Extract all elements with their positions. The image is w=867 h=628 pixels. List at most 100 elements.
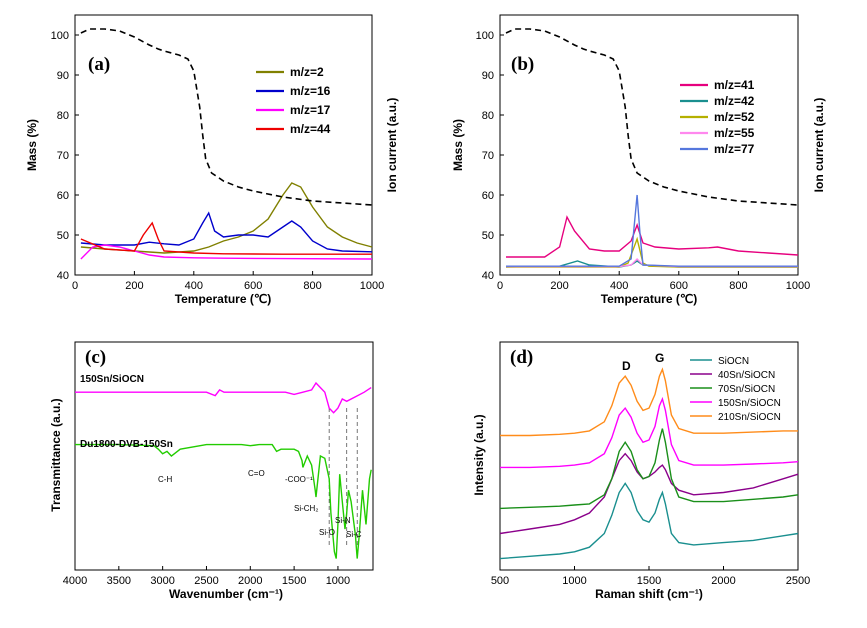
x-tick-label: 800 [303, 280, 321, 292]
annotation-si-ch2: Si-CH₂ [294, 504, 318, 513]
panel-a-legend: m/z=2 m/z=16 m/z=17 m/z=44 [256, 65, 331, 136]
panel-a-ylabel2: Ion current (a.u.) [385, 98, 399, 193]
x-tick-label: 2500 [786, 575, 810, 587]
panel-c-frame [74, 341, 374, 571]
panel-c-ylabel: Transmittance (a.u.) [49, 398, 63, 511]
x-tick-label: 1000 [360, 280, 384, 292]
annotation-si-n: Si-N [335, 516, 351, 525]
y-tick-label: 80 [482, 110, 494, 122]
x-tick-label: 1000 [562, 575, 586, 587]
legend-label: 210Sn/SiOCN [718, 412, 781, 423]
series-line [80, 221, 372, 255]
legend-label: m/z=52 [714, 110, 755, 124]
legend-label: m/z=44 [290, 122, 331, 136]
legend-label: m/z=55 [714, 126, 755, 140]
y-tick-label: 60 [482, 190, 494, 202]
legend-label: m/z=16 [290, 84, 331, 98]
panel-a: 0 200 400 600 800 1000 40 50 60 70 80 90 100 (a) Tem… [25, 14, 399, 306]
x-tick-label: 0 [72, 280, 78, 292]
y-tick-label: 100 [476, 30, 494, 42]
legend-label: 40Sn/SiOCN [718, 370, 775, 381]
y-tick-label: 60 [57, 190, 69, 202]
x-tick-label: 3000 [150, 575, 174, 587]
annotation-c-h: C-H [158, 475, 172, 484]
x-tick-label: 200 [125, 280, 143, 292]
y-tick-label: 80 [57, 110, 69, 122]
x-tick-label: 600 [670, 280, 688, 292]
y-tick-label: 40 [482, 270, 494, 282]
x-tick-label: 500 [491, 575, 509, 587]
x-tick-label: 2000 [711, 575, 735, 587]
panel-d-ylabel: Intensity (a.u.) [472, 414, 486, 495]
legend-label: m/z=41 [714, 78, 755, 92]
panel-a-xlabel: Temperature (℃) [175, 292, 272, 306]
y-tick-label: 50 [482, 230, 494, 242]
series-line [499, 482, 799, 560]
panel-b-label: (b) [511, 54, 534, 75]
series-line [506, 215, 799, 258]
y-tick-label: 50 [57, 230, 69, 242]
x-tick-label: 1500 [637, 575, 661, 587]
x-tick-label: 1000 [326, 575, 350, 587]
series-line [500, 396, 799, 469]
peak-g-label: G [655, 351, 664, 365]
peak-d-label: D [622, 359, 631, 373]
panel-a-label: (a) [88, 54, 110, 75]
panel-d-xlabel: Raman shift (cm⁻¹) [595, 587, 703, 601]
x-tick-label: 400 [185, 280, 203, 292]
panel-b: 0 200 400 600 800 1000 40 50 60 70 80 90 100 (b) Tem… [451, 14, 826, 306]
y-tick-label: 100 [51, 30, 69, 42]
series-line [500, 367, 798, 437]
mass-curve-line [505, 28, 799, 206]
series-line [506, 194, 798, 267]
legend-label: m/z=77 [714, 142, 755, 156]
panel-d-legend: SiOCN 40Sn/SiOCN 70Sn/SiOCN 150Sn/SiOCN 210S… [690, 356, 781, 423]
y-tick-label: 70 [57, 150, 69, 162]
y-tick-label: 70 [482, 150, 494, 162]
series-line [80, 244, 373, 260]
panel-d: 500 1000 1500 2000 2500 (d) Raman shift (cm⁻… [472, 341, 810, 601]
x-tick-label: 200 [550, 280, 568, 292]
annotation-si-o: Si-O [319, 528, 335, 537]
x-tick-label: 400 [610, 280, 628, 292]
panel-c: 4000 3500 3000 2500 2000 1500 1000 (c) Wavenum… [49, 341, 374, 601]
annotation-coo: -COO⁻¹ [285, 475, 313, 484]
x-tick-label: 3500 [107, 575, 131, 587]
series-line [499, 428, 799, 510]
panel-b-ylabel2: Ion current (a.u.) [812, 98, 826, 193]
y-tick-label: 90 [482, 70, 494, 82]
series-line [75, 381, 372, 414]
panel-b-legend: m/z=41 m/z=42 m/z=52 m/z=55 m/z=77 [680, 78, 755, 156]
annotation-c-o: C=O [248, 469, 265, 478]
x-tick-label: 1000 [786, 280, 810, 292]
panel-a-frame [74, 14, 373, 276]
legend-label: m/z=2 [290, 65, 324, 79]
annotation-si-c: Si-C [346, 530, 362, 539]
legend-label: 70Sn/SiOCN [718, 384, 775, 395]
series-line [75, 443, 372, 559]
panel-b-ylabel: Mass (%) [451, 119, 465, 171]
x-tick-label: 1500 [282, 575, 306, 587]
x-tick-label: 800 [729, 280, 747, 292]
series-line [80, 182, 373, 254]
x-tick-label: 0 [497, 280, 503, 292]
x-tick-label: 4000 [63, 575, 87, 587]
panel-b-xlabel: Temperature (℃) [601, 292, 698, 306]
x-tick-label: 2500 [194, 575, 218, 587]
panel-c-xlabel: Wavenumber (cm⁻¹) [169, 587, 283, 601]
legend-label: m/z=17 [290, 103, 331, 117]
panel-c-series-label-0: 150Sn/SiOCN [80, 374, 144, 385]
x-tick-label: 2000 [238, 575, 262, 587]
series-line [80, 211, 373, 253]
y-tick-label: 40 [57, 270, 69, 282]
panel-b-frame [499, 14, 799, 276]
panel-c-label: (c) [85, 347, 106, 368]
mass-curve-line [80, 28, 373, 206]
legend-label: m/z=42 [714, 94, 755, 108]
panel-a-ylabel: Mass (%) [25, 119, 39, 171]
legend-label: 150Sn/SiOCN [718, 398, 781, 409]
y-tick-label: 90 [57, 70, 69, 82]
x-tick-label: 600 [244, 280, 262, 292]
legend-label: SiOCN [718, 356, 749, 367]
